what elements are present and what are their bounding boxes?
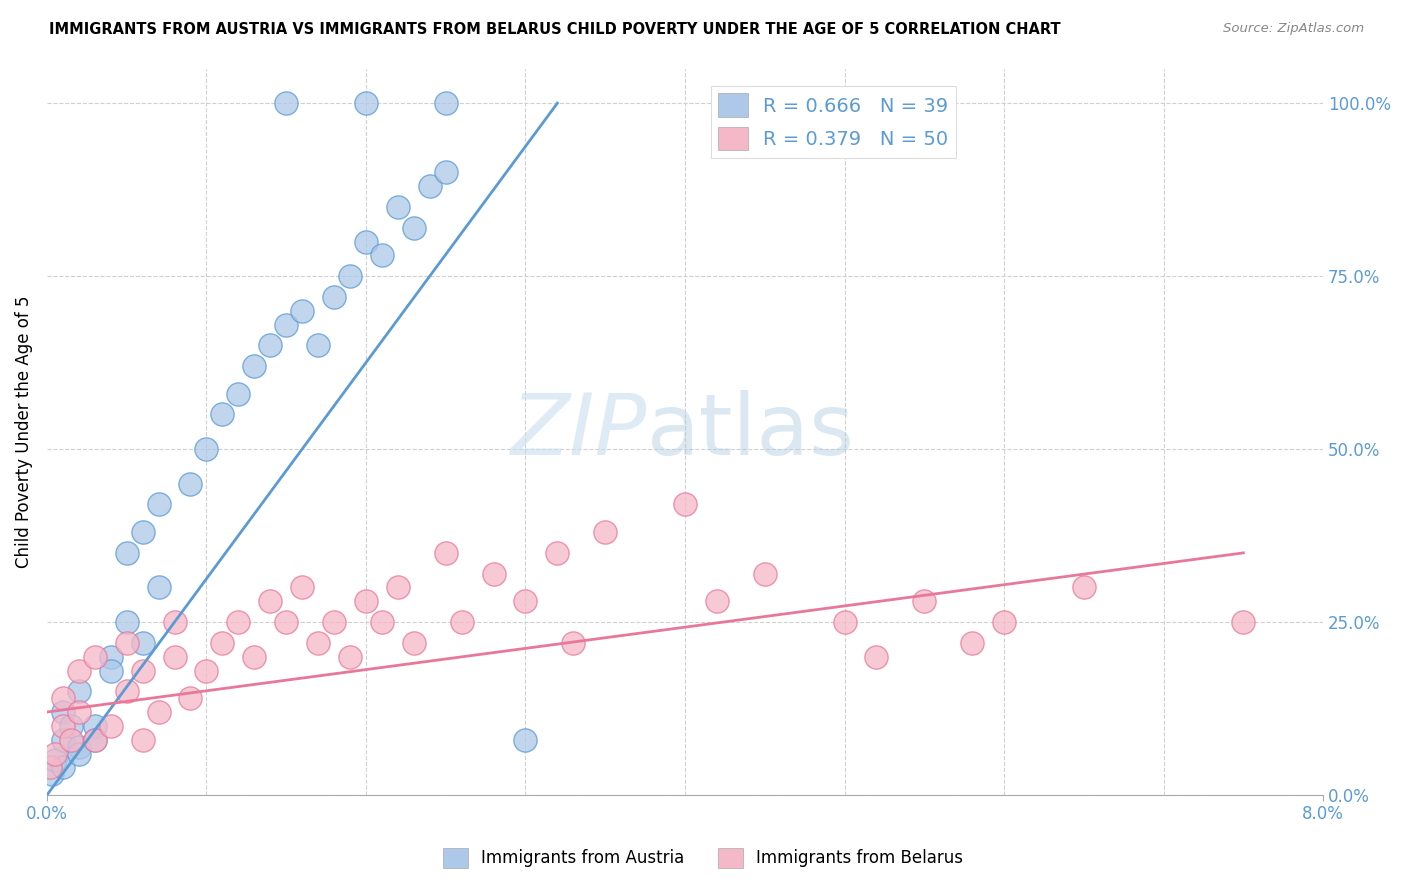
Point: [179, 476, 201, 491]
Point: [673, 498, 696, 512]
Point: [402, 636, 425, 650]
Text: atlas: atlas: [647, 391, 855, 474]
Text: ZIP: ZIP: [510, 391, 647, 474]
Point: [243, 649, 266, 664]
Point: [371, 615, 394, 629]
Point: [546, 546, 568, 560]
Text: IMMIGRANTS FROM AUSTRIA VS IMMIGRANTS FROM BELARUS CHILD POVERTY UNDER THE AGE O: IMMIGRANTS FROM AUSTRIA VS IMMIGRANTS FR…: [49, 22, 1062, 37]
Point: [419, 179, 441, 194]
Point: [131, 664, 153, 678]
Point: [131, 636, 153, 650]
Point: [323, 290, 346, 304]
Point: [276, 96, 298, 111]
Point: [148, 498, 170, 512]
Point: [83, 719, 105, 733]
Point: [259, 338, 281, 352]
Point: [148, 705, 170, 719]
Point: [912, 594, 935, 608]
Point: [307, 338, 329, 352]
Point: [83, 649, 105, 664]
Point: [211, 408, 233, 422]
Point: [67, 747, 90, 761]
Point: [44, 747, 66, 761]
Point: [323, 615, 346, 629]
Point: [52, 732, 75, 747]
Point: [754, 566, 776, 581]
Point: [515, 594, 537, 608]
Point: [100, 664, 122, 678]
Point: [450, 615, 472, 629]
Point: [67, 739, 90, 754]
Point: [52, 719, 75, 733]
Y-axis label: Child Poverty Under the Age of 5: Child Poverty Under the Age of 5: [15, 295, 32, 568]
Point: [482, 566, 505, 581]
Point: [387, 581, 409, 595]
Point: [148, 581, 170, 595]
Point: [52, 691, 75, 706]
Point: [52, 760, 75, 774]
Point: [402, 220, 425, 235]
Point: [339, 269, 361, 284]
Text: Source: ZipAtlas.com: Source: ZipAtlas.com: [1223, 22, 1364, 36]
Point: [100, 719, 122, 733]
Point: [115, 684, 138, 698]
Point: [131, 732, 153, 747]
Point: [228, 615, 250, 629]
Point: [195, 442, 218, 456]
Point: [228, 386, 250, 401]
Point: [52, 705, 75, 719]
Point: [83, 732, 105, 747]
Point: [434, 546, 457, 560]
Legend: R = 0.666   N = 39, R = 0.379   N = 50: R = 0.666 N = 39, R = 0.379 N = 50: [710, 86, 956, 158]
Point: [434, 96, 457, 111]
Point: [593, 525, 616, 540]
Point: [276, 615, 298, 629]
Point: [163, 649, 186, 664]
Point: [706, 594, 728, 608]
Point: [163, 615, 186, 629]
Point: [41, 767, 63, 781]
Point: [834, 615, 856, 629]
Point: [115, 615, 138, 629]
Point: [115, 546, 138, 560]
Point: [387, 200, 409, 214]
Point: [131, 525, 153, 540]
Point: [211, 636, 233, 650]
Point: [354, 235, 377, 249]
Point: [515, 732, 537, 747]
Point: [179, 691, 201, 706]
Point: [562, 636, 585, 650]
Point: [865, 649, 887, 664]
Point: [291, 303, 314, 318]
Point: [371, 248, 394, 262]
Point: [67, 705, 90, 719]
Point: [434, 165, 457, 179]
Point: [39, 760, 62, 774]
Point: [83, 732, 105, 747]
Point: [291, 581, 314, 595]
Point: [1073, 581, 1095, 595]
Point: [59, 732, 82, 747]
Point: [100, 649, 122, 664]
Point: [67, 664, 90, 678]
Point: [243, 359, 266, 373]
Point: [276, 318, 298, 332]
Legend: Immigrants from Austria, Immigrants from Belarus: Immigrants from Austria, Immigrants from…: [436, 841, 970, 875]
Point: [354, 594, 377, 608]
Point: [354, 96, 377, 111]
Point: [67, 684, 90, 698]
Point: [195, 664, 218, 678]
Point: [993, 615, 1015, 629]
Point: [339, 649, 361, 664]
Point: [960, 636, 983, 650]
Point: [307, 636, 329, 650]
Point: [1232, 615, 1254, 629]
Point: [44, 754, 66, 768]
Point: [115, 636, 138, 650]
Point: [259, 594, 281, 608]
Point: [59, 719, 82, 733]
